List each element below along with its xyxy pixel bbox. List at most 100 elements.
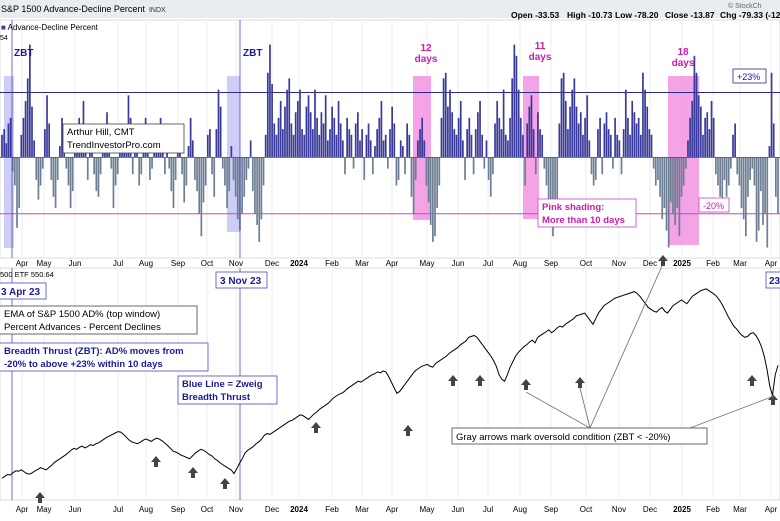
ad-bar: [717, 157, 719, 186]
ad-bar: [204, 157, 207, 186]
ad-bar: [477, 112, 479, 158]
ad-bar: [288, 78, 291, 158]
ad-bar: [350, 134, 353, 158]
x-tick-label: 2024: [290, 259, 308, 268]
ad-bar: [14, 157, 16, 186]
ad-bar: [1, 134, 3, 158]
ad-bar: [586, 95, 589, 158]
x-tick-label: Oct: [201, 259, 214, 268]
ad-bar: [459, 100, 462, 158]
ad-bar: [234, 157, 237, 197]
ad-bar: [67, 157, 70, 186]
zbt-shade-1: [4, 76, 14, 248]
ad-bar: [387, 157, 389, 169]
ad-bar: [189, 117, 192, 158]
ad-bar: [33, 140, 36, 158]
ad-bar: [406, 123, 408, 158]
ad-bar: [543, 157, 546, 169]
ad-bar: [356, 112, 359, 158]
ad-bar: [236, 157, 239, 220]
date-tag-1-text: 3 Apr 23: [1, 287, 41, 298]
ad-bar: [775, 157, 777, 197]
x-tick-label: Aug: [513, 259, 527, 268]
ad-bar: [314, 89, 316, 158]
blue-line-note-line-2: Breadth Thrust: [182, 392, 251, 403]
ad-bar: [513, 44, 516, 158]
ad-bar: [526, 123, 529, 158]
ad-bar: [579, 112, 582, 158]
ad-bar: [269, 44, 271, 158]
ad-bar: [361, 129, 363, 158]
x-tick-label: May: [419, 259, 434, 268]
lower-level-tag: [698, 197, 730, 213]
ad-bar: [417, 140, 419, 158]
ad-bar: [397, 157, 400, 180]
ad-bar: [757, 157, 760, 231]
x-tick-label: Jul: [113, 259, 123, 268]
ad-bar: [654, 157, 657, 186]
ad-bar: [365, 134, 368, 158]
ad-bar: [699, 106, 702, 158]
ohlc-chg: Chg -79.33 (-12: [720, 10, 780, 20]
oversold-arrow: [768, 394, 778, 405]
gray-arrow-note-box: [451, 427, 708, 445]
ad-bar: [136, 151, 138, 158]
ad-bar: [678, 157, 681, 237]
ad-bar: [642, 72, 644, 158]
ad-bar: [226, 157, 228, 209]
ad-bar: [419, 129, 421, 158]
x-tick-label: Feb: [706, 505, 720, 514]
ad-bar: [309, 112, 312, 158]
ad-bar: [48, 123, 51, 158]
ad-bar: [599, 117, 601, 158]
ad-bar: [131, 157, 134, 175]
date-tag-2-text: 3 Nov 23: [220, 276, 262, 287]
ad-bar: [346, 117, 348, 158]
ad-bar: [18, 157, 20, 209]
ad-bar: [206, 134, 209, 158]
ad-bar: [402, 146, 404, 158]
date-tag-3: [765, 271, 780, 289]
ad-bar: [286, 89, 288, 158]
x-tick-label: Nov: [612, 505, 626, 514]
ad-bar: [485, 140, 488, 158]
ad-bar: [224, 157, 226, 186]
ad-bar: [59, 146, 61, 158]
ad-bar: [228, 157, 231, 192]
ad-bar: [770, 72, 773, 158]
ad-bar: [693, 55, 696, 158]
header-bar: [0, 0, 780, 18]
ad-bar: [247, 157, 250, 169]
ad-bar: [149, 157, 151, 180]
ad-bar: [712, 117, 715, 158]
ad-bar: [339, 123, 342, 158]
ad-bar: [37, 157, 40, 200]
ad-bar: [71, 157, 74, 192]
ad-bar: [738, 157, 741, 186]
ad-bar: [374, 146, 376, 158]
ad-bar: [429, 157, 432, 225]
ad-bar: [333, 117, 336, 158]
ad-bar: [56, 157, 59, 180]
ad-bar: [481, 134, 484, 158]
ad-bar: [352, 157, 355, 169]
ad-bar: [487, 157, 490, 180]
ad-bar: [768, 146, 771, 158]
x-tick-label: Oct: [580, 259, 593, 268]
ad-bar: [622, 129, 625, 158]
ad-bar: [209, 129, 211, 158]
shading-days-label-1: 12 days: [415, 43, 438, 65]
author-site: TrendInvestorPro.com: [67, 140, 161, 151]
ad-bar: [183, 157, 186, 203]
ad-bar: [444, 72, 447, 158]
ad-bar: [732, 134, 734, 158]
ad-bar: [524, 157, 526, 186]
gray-arrow-pointers: [525, 265, 775, 429]
pointer-line-2: [579, 387, 591, 429]
x-tick-label: Dec: [265, 505, 279, 514]
ad-bar: [279, 100, 282, 158]
ad-bar: [674, 157, 676, 225]
ad-bar: [515, 55, 518, 158]
